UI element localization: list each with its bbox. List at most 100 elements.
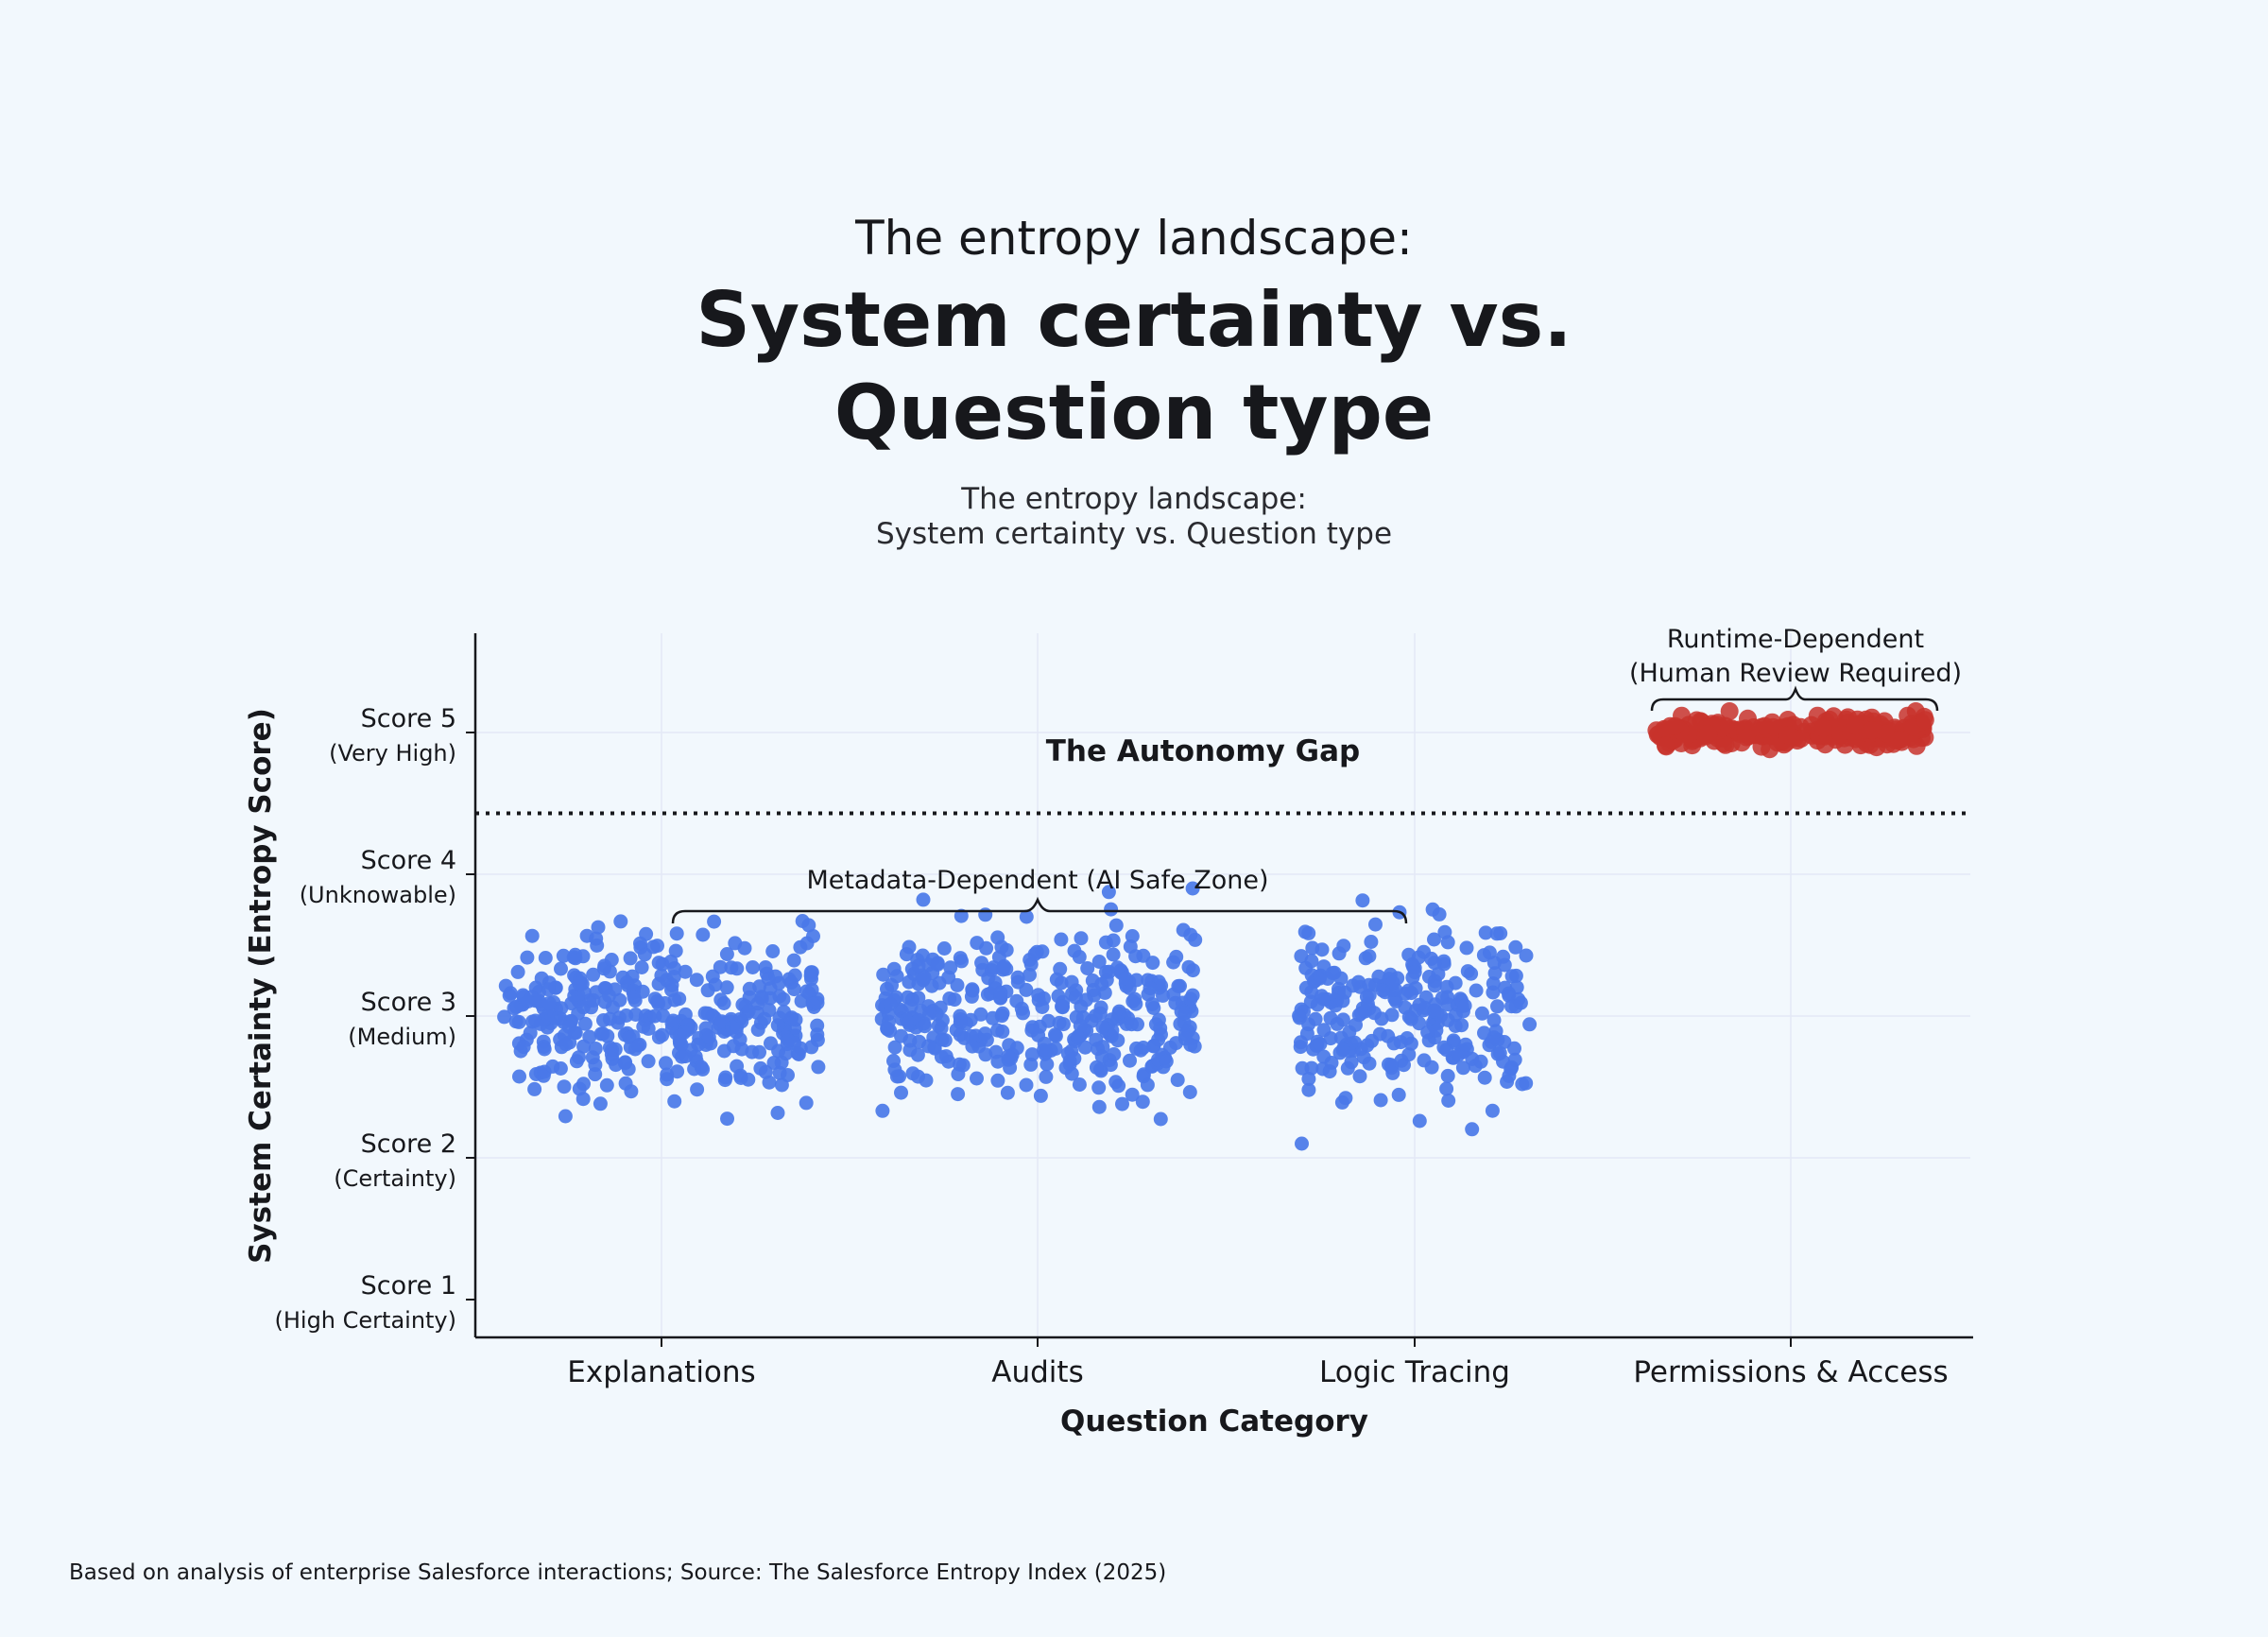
data-point [1355, 893, 1370, 908]
data-point [1493, 926, 1508, 940]
data-point [659, 1056, 673, 1071]
data-point [720, 1111, 734, 1127]
data-point [786, 982, 801, 997]
data-point [1364, 935, 1379, 949]
data-point [1459, 940, 1474, 956]
data-point [556, 948, 571, 963]
data-point [520, 950, 535, 965]
data-point [799, 1095, 814, 1111]
data-point [1074, 931, 1089, 946]
data-point [1485, 1103, 1500, 1118]
data-point [1332, 946, 1347, 961]
y-tick-sublabel: (Unknowable) [300, 882, 456, 908]
data-point [1401, 983, 1416, 998]
chart-subtitle: The entropy landscape: System certainty … [0, 482, 2268, 552]
data-point [569, 1054, 584, 1069]
data-point [641, 1054, 656, 1069]
data-point [1027, 947, 1042, 962]
data-point [554, 1001, 569, 1016]
data-point [1737, 728, 1756, 747]
data-point [660, 1072, 675, 1087]
data-point [541, 982, 556, 997]
data-point [1077, 1040, 1092, 1055]
data-point [1335, 1043, 1350, 1058]
data-point [1368, 917, 1383, 932]
data-point [586, 967, 601, 982]
data-point [665, 1013, 680, 1028]
data-point [1412, 1113, 1427, 1129]
data-point [697, 1006, 713, 1021]
data-point [754, 991, 769, 1007]
data-point [1041, 1013, 1056, 1028]
data-point [1381, 1028, 1396, 1043]
data-point [668, 943, 683, 958]
data-point [502, 988, 517, 1003]
data-point [571, 988, 586, 1002]
data-point [1373, 1093, 1388, 1108]
data-point [576, 949, 591, 964]
data-point [1108, 918, 1124, 933]
data-point [1019, 1077, 1034, 1093]
data-point [902, 1015, 917, 1030]
y-tick-sublabel: (Certainty) [334, 1165, 456, 1192]
data-point [733, 1071, 748, 1085]
data-point [507, 1001, 522, 1016]
data-point [1148, 1017, 1163, 1032]
data-point [781, 1068, 795, 1082]
data-point [876, 967, 891, 982]
data-point [1338, 1091, 1353, 1106]
data-point [1375, 983, 1390, 998]
data-point [1519, 1076, 1534, 1091]
data-point [521, 994, 536, 1008]
chart-title: System certainty vs. Question type [0, 274, 2268, 459]
x-tick-label: Permissions & Access [1633, 1355, 1948, 1389]
data-point [886, 961, 902, 976]
data-point [1656, 736, 1675, 755]
data-point [651, 1030, 666, 1044]
data-point [1143, 981, 1158, 996]
y-tick-label: Score 5 [361, 704, 456, 733]
data-point [568, 1025, 583, 1041]
data-point [608, 982, 623, 997]
data-point [690, 1082, 705, 1097]
data-point [667, 992, 682, 1008]
data-point [1301, 1072, 1316, 1086]
data-point [713, 992, 729, 1008]
data-point [1145, 956, 1160, 971]
data-point [935, 1032, 950, 1047]
data-point [1322, 1064, 1337, 1079]
y-tick-label: Score 3 [361, 988, 456, 1017]
data-point [538, 951, 553, 965]
data-point [588, 1067, 603, 1082]
data-point [995, 1025, 1010, 1039]
data-point [1095, 1020, 1110, 1035]
data-point [707, 914, 722, 929]
data-point [1385, 975, 1400, 991]
data-point [1522, 1017, 1538, 1032]
data-point [1473, 1054, 1488, 1069]
data-point [1295, 1060, 1310, 1076]
data-point [510, 964, 525, 979]
data-point [1314, 989, 1329, 1004]
data-point [1080, 961, 1095, 975]
data-point [1427, 978, 1442, 993]
data-point [1458, 1037, 1473, 1052]
data-point [1401, 947, 1417, 962]
data-point [554, 961, 568, 976]
data-point [540, 1008, 555, 1024]
data-point [1072, 1077, 1087, 1092]
data-point [1067, 1051, 1082, 1066]
data-point [524, 928, 540, 943]
data-point [1846, 716, 1864, 735]
data-point [1502, 986, 1517, 1001]
data-point [651, 976, 666, 991]
data-point [811, 1060, 826, 1075]
data-point [1490, 1046, 1505, 1061]
chart-title-line-2: Question type [833, 369, 1435, 457]
y-axis-title: System Certainty (Entropy Score) [244, 708, 278, 1264]
data-point [617, 1056, 632, 1071]
data-point [951, 1067, 966, 1081]
data-point [1474, 1006, 1489, 1021]
metadata-bracket [671, 896, 1408, 924]
